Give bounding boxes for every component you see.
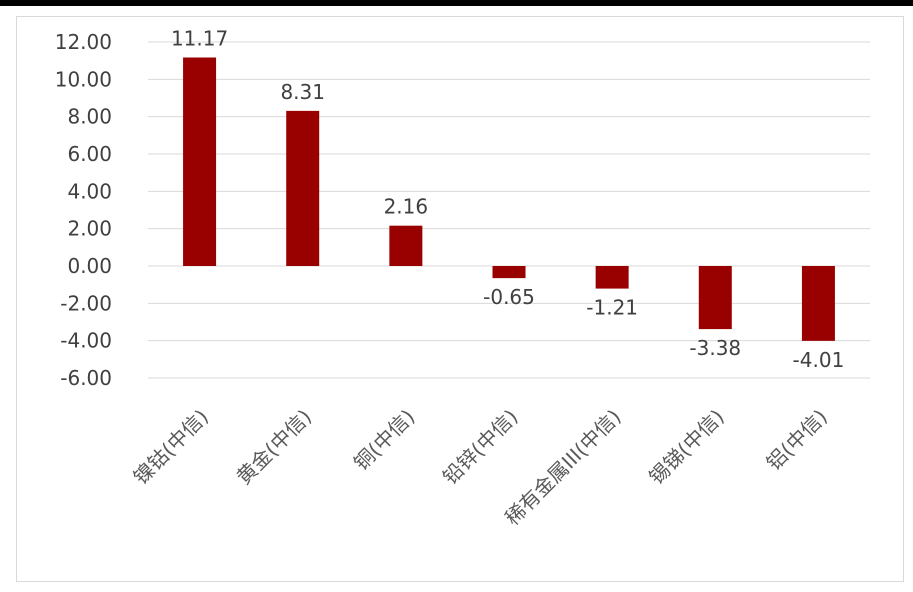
category-label: 锡锑(中信) [644,405,729,490]
chart-frame [16,16,904,582]
gridlines [148,41,870,379]
category-label: 铅锌(中信) [438,405,523,490]
category-label: 铝(中信) [762,405,832,475]
y-tick-label: 2.00 [67,217,112,241]
y-tick-label: 4.00 [67,179,112,203]
y-tick-label: -4.00 [60,329,112,353]
y-tick-label: 10.00 [55,67,112,91]
y-tick-label: -6.00 [60,366,112,390]
bar [286,110,320,266]
y-tick-label: 6.00 [67,142,112,166]
data-label: 8.31 [280,80,325,104]
data-label: -1.21 [586,296,638,320]
bar [801,266,835,341]
y-tick-label: 12.00 [55,30,112,54]
data-label: 2.16 [384,195,429,219]
data-labels: 11.17 8.31 2.16 -0.65 -1.21 -3.38 -4.01 [171,26,844,371]
top-rule [0,0,913,6]
y-tick-label: 8.00 [67,105,112,129]
category-label: 镍钴(中信) [129,405,214,490]
y-tick-label: 0.00 [67,254,112,278]
bar [698,266,732,330]
data-label: -3.38 [689,336,741,360]
bar [492,266,526,279]
category-label: 黄金(中信) [232,405,317,490]
y-axis-ticks: 12.00 10.00 8.00 6.00 4.00 2.00 0.00 -2.00 -4.00… [55,30,112,390]
bars [183,57,835,341]
category-label: 铜(中信) [349,405,419,475]
bar [183,57,217,266]
data-label: 11.17 [171,26,228,50]
bar [389,225,423,266]
data-label: -4.01 [793,348,845,372]
y-tick-label: -2.00 [60,291,112,315]
data-label: -0.65 [483,285,535,309]
bar [595,266,629,289]
category-labels: 镍钴(中信) 黄金(中信) 铜(中信) 铅锌(中信)稀有金属III(中信) 锡锑(中信)… [129,405,832,530]
